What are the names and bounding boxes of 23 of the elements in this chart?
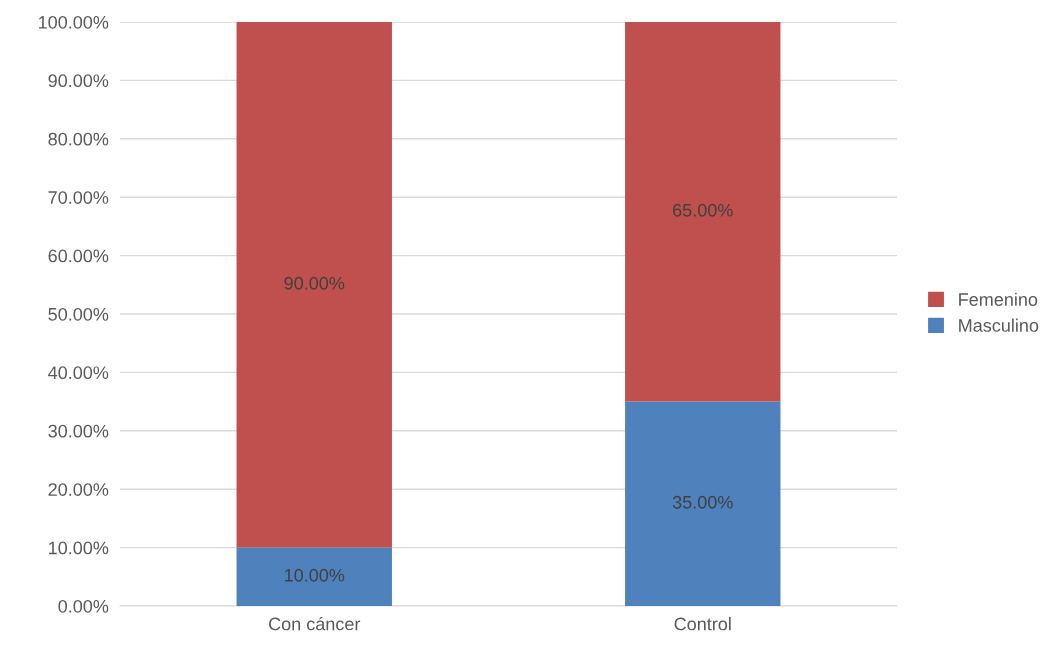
x-tick-label: Control: [674, 617, 731, 631]
y-tick-label: 30.00%: [48, 424, 109, 438]
y-tick-label: 80.00%: [48, 132, 109, 146]
legend-label: Femenino: [959, 292, 1038, 306]
bar: [625, 401, 781, 606]
bar: [625, 22, 781, 402]
data-label: 90.00%: [284, 276, 345, 290]
y-tick-label: 20.00%: [48, 483, 109, 496]
y-tick-label: 60.00%: [48, 249, 109, 263]
y-tick-label: 100.00%: [38, 15, 109, 29]
x-tick-label: Con cáncer: [269, 616, 361, 631]
y-tick-label: 50.00%: [48, 307, 109, 321]
data-label: 35.00%: [672, 495, 733, 509]
y-tick-label: 90.00%: [48, 74, 109, 88]
y-tick-label: 10.00%: [49, 541, 109, 555]
y-tick-label: 70.00%: [48, 191, 109, 204]
data-label: 10.00%: [285, 568, 345, 582]
legend-label: Masculino: [959, 318, 1039, 332]
y-tick-label: 40.00%: [48, 366, 109, 380]
bar: [236, 22, 392, 548]
data-label: 65.00%: [673, 203, 733, 217]
y-tick-label: 0.00%: [58, 599, 109, 613]
bar: [236, 547, 392, 606]
